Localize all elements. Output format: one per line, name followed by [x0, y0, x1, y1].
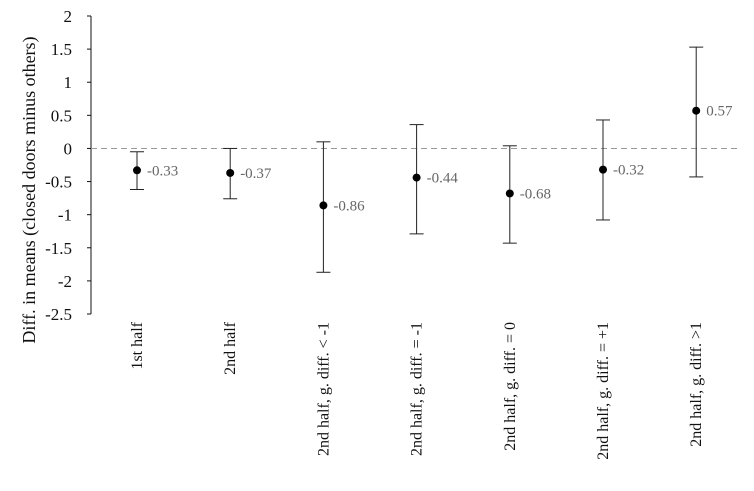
x-category-label: 2nd half, g. diff. = -1: [409, 322, 426, 456]
y-tick-label: -0.5: [45, 173, 72, 192]
data-point-group: -0.33: [130, 151, 178, 191]
data-point-group: -0.32: [596, 119, 644, 221]
data-label: -0.32: [613, 163, 644, 179]
y-tick-label: 0.5: [51, 106, 72, 125]
data-point: [692, 106, 701, 115]
data-point: [412, 173, 421, 182]
x-category-label: 1st half: [129, 321, 146, 369]
data-label: 0.57: [706, 104, 733, 120]
x-axis-labels: 1st half 2nd half 2nd half, g. diff. < -1 2…: [129, 321, 705, 459]
y-tick-label: -2.5: [45, 305, 72, 324]
y-tick-label: -2: [58, 272, 72, 291]
data-point: [226, 168, 235, 177]
y-tick-label: -1: [58, 206, 72, 225]
data-label: -0.86: [333, 198, 365, 214]
data-point: [599, 165, 607, 174]
x-category-label: 2nd half, g. diff. = 0: [502, 322, 519, 451]
y-tick-label: -1.5: [45, 239, 72, 258]
y-axis: 2 1.5 1 0.5 0 -0.5 -1 -1.5 -2 -2.5: [45, 7, 92, 324]
data-point-group: -0.44: [409, 124, 459, 235]
y-tick-label: 1.5: [51, 40, 72, 59]
y-tick-label: 0: [64, 139, 73, 158]
data-point: [319, 201, 328, 210]
data-label: -0.44: [427, 171, 459, 187]
data-point-group: -0.37: [223, 147, 272, 200]
x-category-label: 2nd half, g. diff. >1: [688, 322, 705, 447]
data-point-group: -0.86: [316, 141, 365, 273]
data-point-group: -0.68: [502, 145, 551, 244]
data-label: -0.37: [240, 166, 272, 182]
data-label: -0.33: [147, 163, 178, 179]
data-point: [133, 166, 141, 175]
y-tick-label: 1: [64, 73, 73, 92]
data-label: -0.68: [520, 186, 551, 202]
x-category-label: 2nd half, g. diff. < -1: [315, 322, 332, 456]
chart-marks: -0.33 -0.37 -0.86 -0.44 -0.68 -0.32 0.57: [130, 46, 733, 273]
data-point-group: 0.57: [689, 46, 733, 178]
y-axis-title: Diff. in means (closed doors minus other…: [19, 36, 40, 343]
x-category-label: 2nd half: [222, 321, 239, 375]
y-tick-label: 2: [64, 7, 73, 26]
x-category-label: 2nd half, g. diff. = +1: [595, 322, 612, 460]
data-point: [505, 189, 514, 198]
